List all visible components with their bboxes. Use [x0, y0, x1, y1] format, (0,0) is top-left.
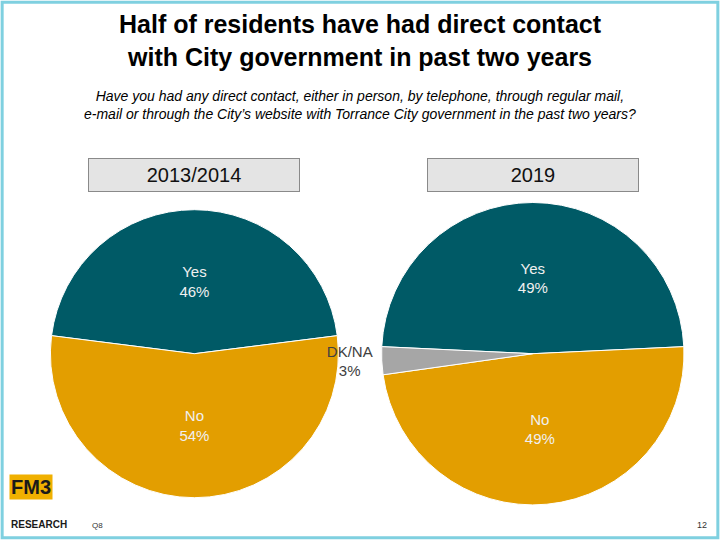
- svg-text:FM3: FM3: [11, 476, 51, 498]
- svg-text:Yes46%: Yes46%: [179, 263, 209, 300]
- svg-text:2019: 2019: [511, 164, 556, 186]
- svg-text:2013/2014: 2013/2014: [147, 164, 242, 186]
- svg-text:Yes49%: Yes49%: [518, 260, 548, 297]
- svg-text:Half of residents have had dir: Half of residents have had direct contac…: [119, 10, 602, 71]
- svg-text:No54%: No54%: [179, 407, 209, 444]
- svg-text:Have you had any direct contac: Have you had any direct contact, either …: [84, 88, 636, 122]
- svg-text:RESEARCH: RESEARCH: [11, 519, 67, 530]
- svg-text:Q8: Q8: [92, 521, 103, 530]
- svg-text:DK/NA3%: DK/NA3%: [327, 343, 373, 380]
- svg-text:12: 12: [697, 520, 707, 530]
- svg-text:No49%: No49%: [525, 411, 555, 448]
